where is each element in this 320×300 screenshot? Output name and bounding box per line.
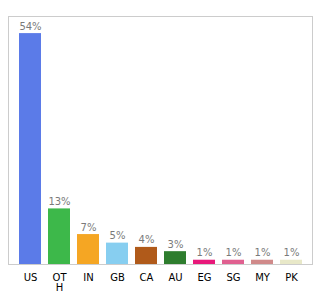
svg-text:1%: 1% bbox=[284, 247, 300, 258]
svg-text:CA: CA bbox=[140, 272, 154, 283]
svg-text:3%: 3% bbox=[168, 239, 184, 250]
svg-text:54%: 54% bbox=[19, 21, 41, 32]
svg-text:MY: MY bbox=[255, 272, 271, 283]
svg-text:IN: IN bbox=[83, 272, 93, 283]
svg-text:1%: 1% bbox=[255, 247, 271, 258]
svg-text:EG: EG bbox=[197, 272, 211, 283]
svg-text:4%: 4% bbox=[139, 234, 155, 245]
svg-text:GB: GB bbox=[110, 272, 125, 283]
svg-text:1%: 1% bbox=[226, 247, 242, 258]
svg-text:US: US bbox=[24, 272, 38, 283]
svg-text:PK: PK bbox=[285, 272, 298, 283]
svg-text:5%: 5% bbox=[110, 230, 126, 241]
svg-text:13%: 13% bbox=[48, 196, 70, 207]
svg-text:1%: 1% bbox=[197, 247, 213, 258]
svg-text:SG: SG bbox=[226, 272, 240, 283]
svg-text:AU: AU bbox=[168, 272, 182, 283]
svg-text:7%: 7% bbox=[81, 222, 97, 233]
svg-text:OTH: OTH bbox=[53, 272, 68, 293]
